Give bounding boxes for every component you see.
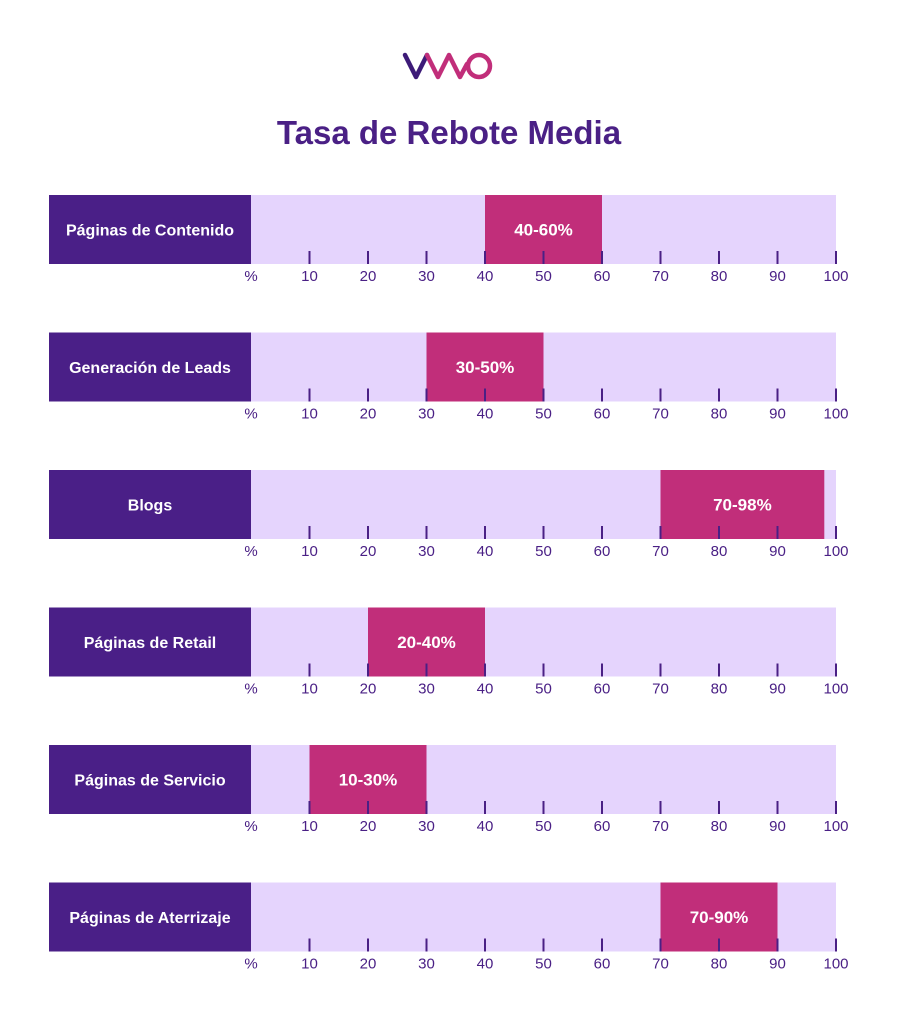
category-label-box: [49, 195, 251, 264]
tick-label: 10: [301, 406, 318, 423]
range-label: 70-90%: [690, 908, 749, 927]
axis-unit-label: %: [244, 956, 257, 973]
tick-label: 20: [360, 543, 377, 560]
range-bar: [660, 470, 825, 539]
range-label: 10-30%: [339, 771, 398, 790]
tick-label: 100: [823, 268, 848, 285]
tick-label: 90: [769, 818, 786, 835]
axis-unit-label: %: [244, 681, 257, 698]
tick-label: 70: [652, 818, 669, 835]
tick-label: 40: [477, 956, 494, 973]
tick-label: 100: [823, 543, 848, 560]
tick-label: 70: [652, 406, 669, 423]
tick-label: 20: [360, 406, 377, 423]
tick-label: 10: [301, 543, 318, 560]
tick-label: 40: [477, 681, 494, 698]
tick-label: 30: [418, 956, 435, 973]
tick-label: 50: [535, 956, 552, 973]
tick-label: 80: [711, 406, 728, 423]
tick-label: 60: [594, 543, 611, 560]
vwo-logo: [402, 52, 493, 80]
tick-label: 30: [418, 268, 435, 285]
tick-label: 20: [360, 956, 377, 973]
tick-label: 10: [301, 681, 318, 698]
tick-label: 100: [823, 818, 848, 835]
range-label: 20-40%: [397, 633, 456, 652]
tick-label: 40: [477, 406, 494, 423]
category-label: Páginas de Aterrizaje: [69, 910, 230, 927]
tick-label: 90: [769, 681, 786, 698]
axis-unit-label: %: [244, 406, 257, 423]
tick-label: 20: [360, 818, 377, 835]
tick-label: 30: [418, 543, 435, 560]
tick-label: 20: [360, 268, 377, 285]
category-label-box: [49, 882, 251, 952]
tick-label: 50: [535, 818, 552, 835]
range-label: 70-98%: [713, 496, 772, 515]
tick-label: 80: [711, 268, 728, 285]
tick-label: 90: [769, 543, 786, 560]
category-label-box: [49, 607, 251, 677]
tick-label: 10: [301, 818, 318, 835]
tick-label: 70: [652, 543, 669, 560]
category-label: Páginas de Servicio: [74, 773, 225, 790]
tick-label: 70: [652, 681, 669, 698]
tick-label: 20: [360, 681, 377, 698]
tick-label: 30: [418, 818, 435, 835]
tick-label: 40: [477, 268, 494, 285]
tick-label: 30: [418, 681, 435, 698]
tick-label: 100: [823, 681, 848, 698]
tick-label: 100: [823, 406, 848, 423]
tick-label: 70: [652, 268, 669, 285]
tick-label: 80: [711, 681, 728, 698]
range-label: 30-50%: [456, 358, 515, 377]
tick-label: 100: [823, 956, 848, 973]
tick-label: 40: [477, 543, 494, 560]
tick-label: 50: [535, 268, 552, 285]
tick-label: 60: [594, 268, 611, 285]
chart-title: Tasa de Rebote Media: [276, 114, 622, 151]
tick-label: 90: [769, 406, 786, 423]
axis-unit-label: %: [244, 543, 257, 560]
category-label: Páginas de Retail: [84, 635, 217, 652]
tick-label: 80: [711, 818, 728, 835]
category-label-box: [49, 470, 251, 539]
tick-label: 50: [535, 543, 552, 560]
tick-label: 50: [535, 406, 552, 423]
tick-label: 90: [769, 956, 786, 973]
tick-label: 60: [594, 818, 611, 835]
tick-label: 30: [418, 406, 435, 423]
tick-label: 80: [711, 543, 728, 560]
tick-label: 50: [535, 681, 552, 698]
category-label: Páginas de Contenido: [66, 223, 234, 240]
range-label: 40-60%: [514, 221, 573, 240]
tick-label: 90: [769, 268, 786, 285]
axis-unit-label: %: [244, 268, 257, 285]
tick-label: 60: [594, 681, 611, 698]
category-label: Generación de Leads: [69, 360, 231, 377]
tick-label: 10: [301, 268, 318, 285]
tick-label: 10: [301, 956, 318, 973]
axis-unit-label: %: [244, 818, 257, 835]
tick-label: 60: [594, 956, 611, 973]
category-label: Blogs: [128, 498, 173, 515]
tick-label: 40: [477, 818, 494, 835]
tick-label: 60: [594, 406, 611, 423]
tick-label: 70: [652, 956, 669, 973]
category-label-box: [49, 332, 251, 402]
tick-label: 80: [711, 956, 728, 973]
category-label-box: [49, 745, 251, 814]
